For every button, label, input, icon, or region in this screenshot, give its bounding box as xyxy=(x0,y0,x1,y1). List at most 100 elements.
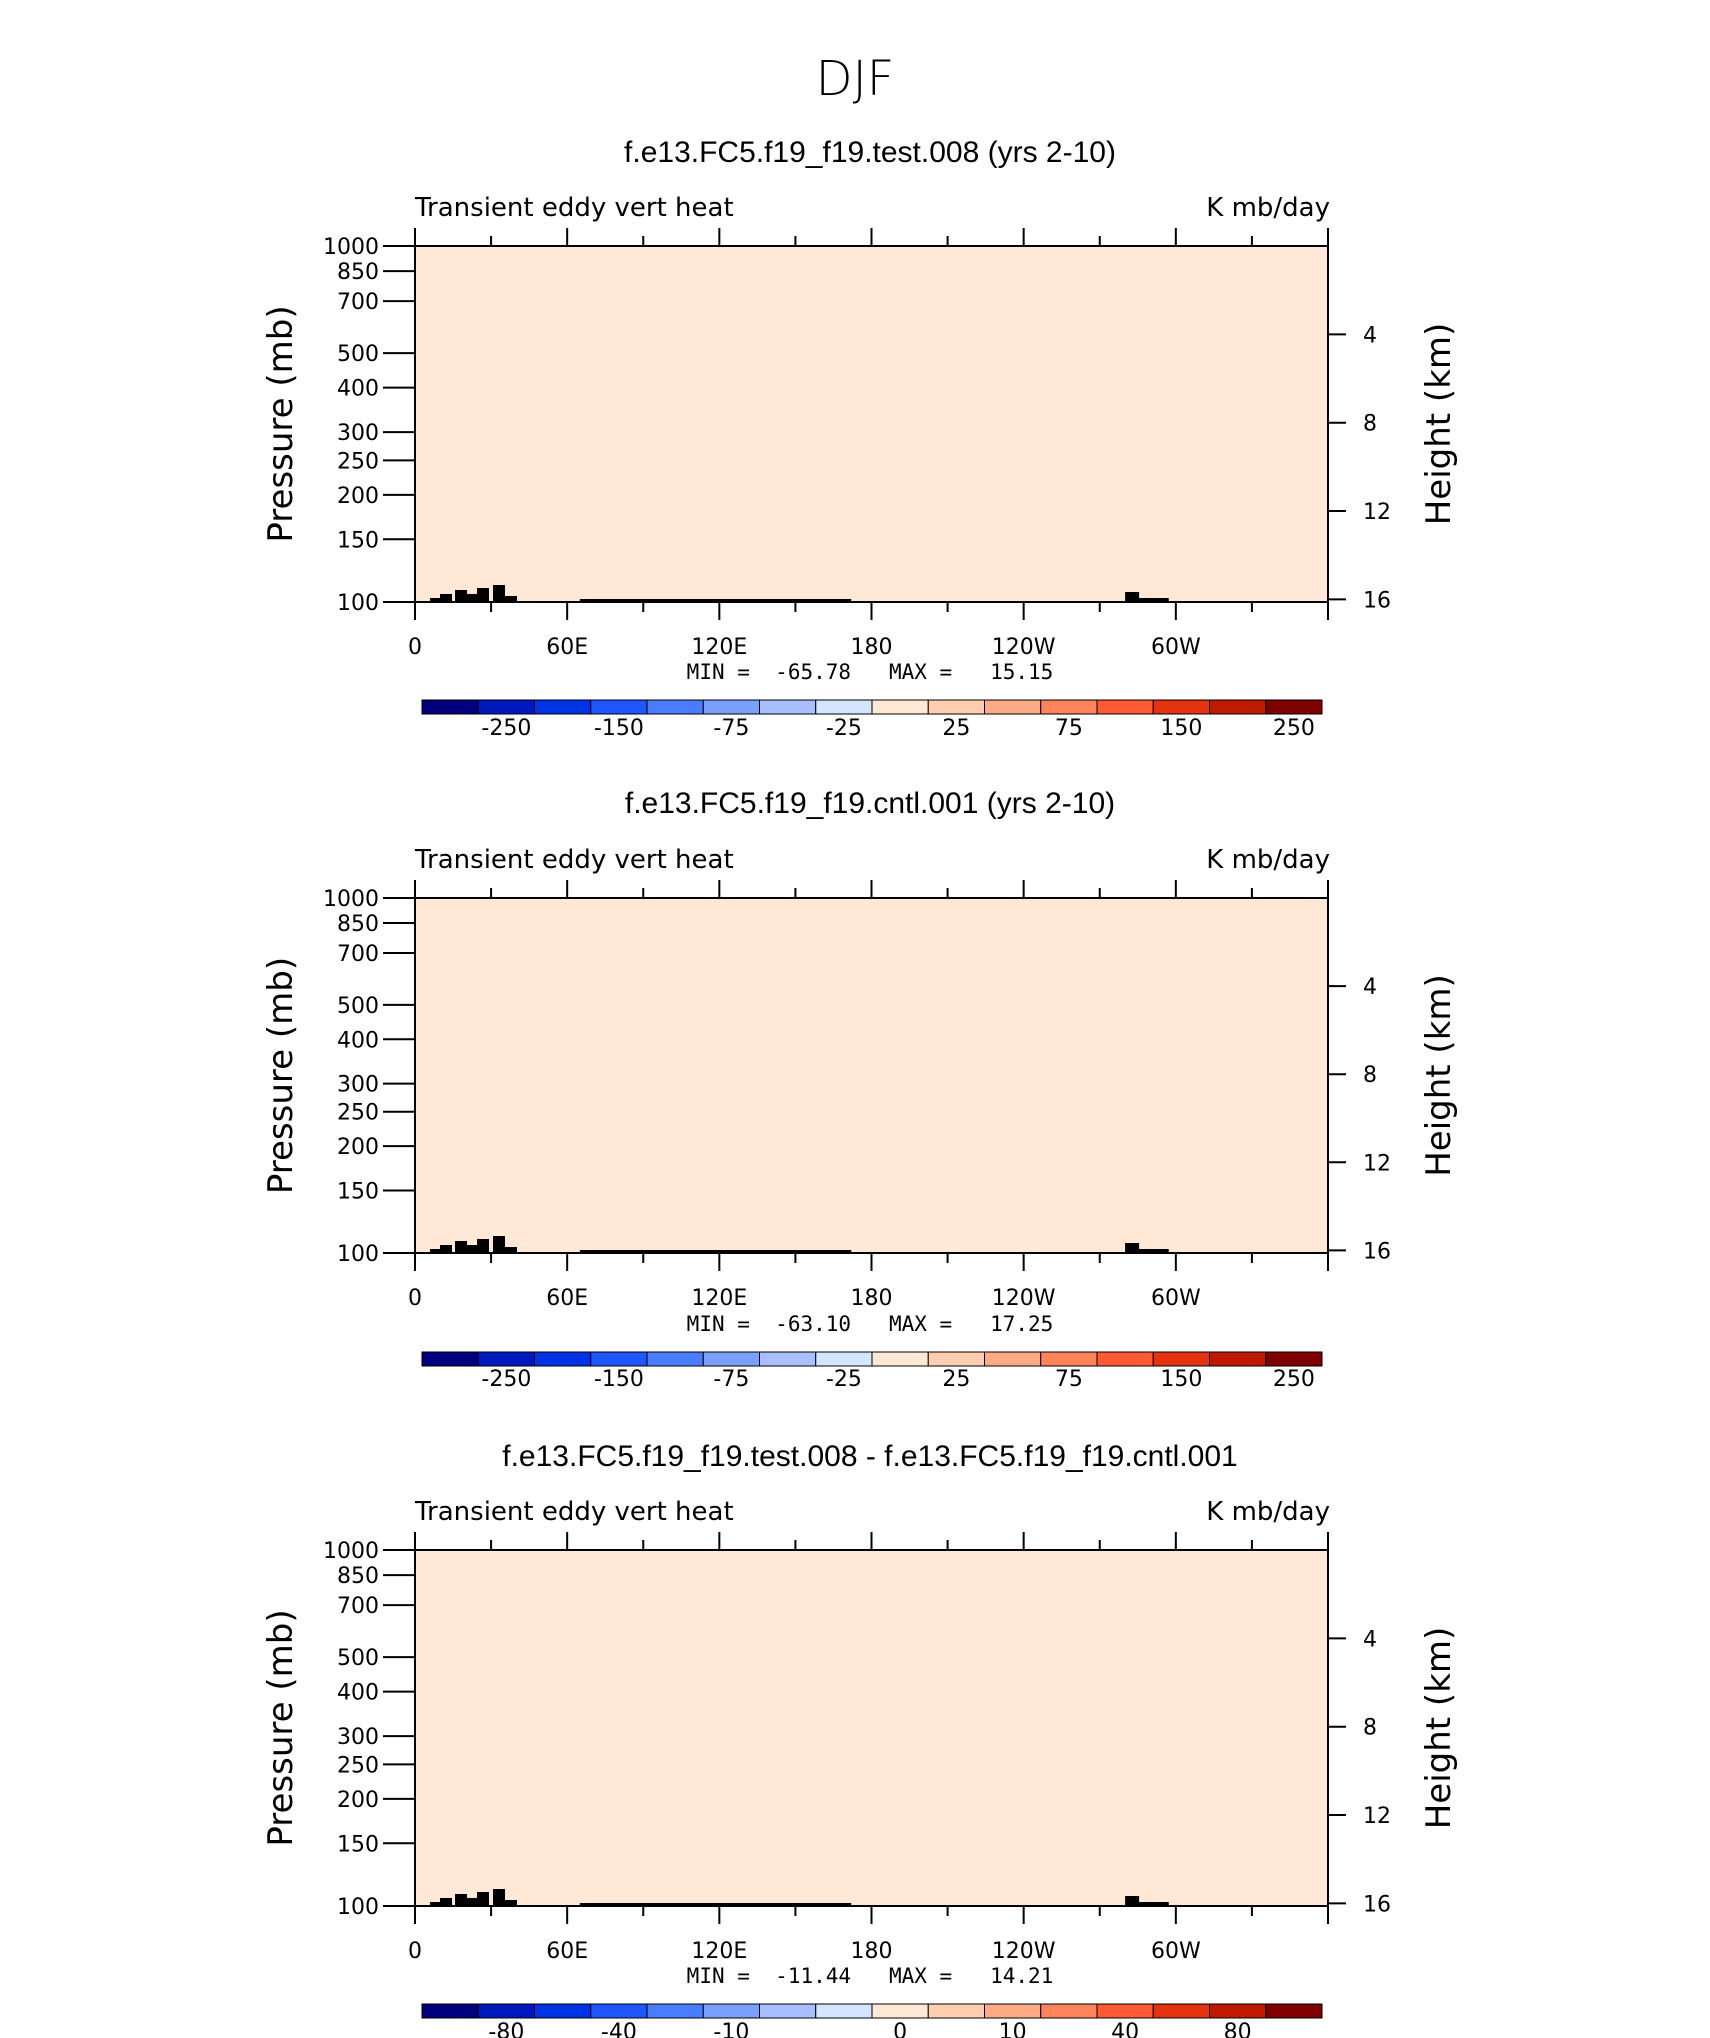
min-max-text: MIN = -65.78 MAX = 15.15 xyxy=(687,660,1054,684)
y-tick-label: 500 xyxy=(337,1646,379,1671)
topography xyxy=(430,1236,1169,1253)
x-tick-label: 60W xyxy=(1151,635,1201,660)
y-tick-label: 300 xyxy=(337,1073,379,1098)
y-tick-label: 250 xyxy=(337,1101,379,1126)
x-tick-label: 0 xyxy=(408,635,422,660)
y-tick-label: 850 xyxy=(337,260,379,285)
y2-tick-label: 16 xyxy=(1363,588,1391,613)
x-tick-label: 180 xyxy=(851,1939,893,1964)
x-tick-label: 60E xyxy=(546,1939,588,1964)
colorbar-label: 75 xyxy=(1055,1367,1083,1392)
panel-title: f.e13.FC5.f19_f19.cntl.001 (yrs 2-10) xyxy=(625,787,1115,820)
colorbar-swatch xyxy=(702,699,760,715)
y-tick-label: 200 xyxy=(337,484,379,509)
colorbar-label: 80 xyxy=(1224,2020,1252,2038)
units-label: K mb/day xyxy=(1206,1497,1330,1527)
colorbar-swatch xyxy=(815,1351,873,1367)
colorbar-swatch xyxy=(1040,1351,1098,1367)
variable-label: Transient eddy vert heat xyxy=(414,193,734,223)
y-tick-label: 700 xyxy=(337,290,379,315)
y-tick-label: 1000 xyxy=(323,887,379,912)
colorbar-swatch xyxy=(1152,1351,1210,1367)
land-bar xyxy=(477,588,489,602)
x-tick-label: 180 xyxy=(851,635,893,660)
land-bar xyxy=(455,1241,467,1253)
panel-test: f.e13.FC5.f19_f19.test.008 (yrs 2-10) Tr… xyxy=(261,136,1459,741)
colorbar-label: -80 xyxy=(488,2020,524,2038)
x-tick-label: 0 xyxy=(408,1286,422,1311)
land-bar xyxy=(430,1902,442,1906)
contour-field xyxy=(415,1550,1328,1906)
colorbar-swatch xyxy=(1096,2003,1154,2019)
colorbar-swatch xyxy=(871,1351,929,1367)
colorbar-swatch xyxy=(1265,699,1323,715)
land-bar xyxy=(467,1898,479,1906)
colorbar-swatch xyxy=(871,2003,929,2019)
variable-label: Transient eddy vert heat xyxy=(414,845,734,875)
y2-tick-label: 8 xyxy=(1363,1063,1377,1088)
colorbar-swatch xyxy=(984,1351,1042,1367)
land-bar xyxy=(1132,1902,1169,1906)
colorbar-swatch xyxy=(984,2003,1042,2019)
y-tick-label: 150 xyxy=(337,528,379,553)
land-bar xyxy=(1132,1249,1169,1253)
land-bar xyxy=(477,1239,489,1253)
x-tick-label: 180 xyxy=(851,1286,893,1311)
y2-tick-label: 4 xyxy=(1363,1627,1377,1652)
colorbar-swatch xyxy=(759,2003,817,2019)
topography xyxy=(430,585,1169,602)
colorbar-label: 250 xyxy=(1273,1367,1315,1392)
land-bar xyxy=(440,1245,452,1253)
colorbar-label: -25 xyxy=(826,1367,862,1392)
y-tick-label: 300 xyxy=(337,1725,379,1750)
panel-title: f.e13.FC5.f19_f19.test.008 (yrs 2-10) xyxy=(624,136,1116,169)
y-tick-label: 150 xyxy=(337,1832,379,1857)
land-bar xyxy=(440,594,452,602)
y-tick-label: 500 xyxy=(337,994,379,1019)
colorbar-label: 10 xyxy=(999,2020,1027,2038)
colorbar-swatch xyxy=(815,699,873,715)
colorbar-label: -150 xyxy=(594,1367,644,1392)
x-tick-label: 120E xyxy=(691,635,747,660)
colorbar-label: 150 xyxy=(1160,716,1202,741)
colorbar-label: 40 xyxy=(1111,2020,1139,2038)
colorbar-swatch xyxy=(421,1351,479,1367)
land-bar xyxy=(1125,1896,1140,1906)
colorbar-swatch xyxy=(759,1351,817,1367)
colorbar-swatch xyxy=(477,1351,535,1367)
y-axis-title: Pressure (mb) xyxy=(261,1609,301,1846)
panel-control: f.e13.FC5.f19_f19.cntl.001 (yrs 2-10) Tr… xyxy=(261,787,1459,1392)
y-tick-label: 850 xyxy=(337,1564,379,1589)
y2-tick-label: 16 xyxy=(1363,1892,1391,1917)
y-tick-label: 1000 xyxy=(323,1539,379,1564)
min-max-text: MIN = -63.10 MAX = 17.25 xyxy=(687,1312,1054,1336)
y-tick-label: 200 xyxy=(337,1135,379,1160)
colorbar-label: 0 xyxy=(893,2020,907,2038)
land-bar xyxy=(455,590,467,602)
colorbar-label: -40 xyxy=(601,2020,637,2038)
land-bar xyxy=(579,1903,852,1906)
y-axis-title: Pressure (mb) xyxy=(261,305,301,542)
variable-label: Transient eddy vert heat xyxy=(414,1497,734,1527)
colorbar-swatch xyxy=(1209,2003,1267,2019)
land-bar xyxy=(493,585,505,602)
colorbar-swatch xyxy=(927,2003,985,2019)
x-tick-label: 0 xyxy=(408,1939,422,1964)
colorbar-swatch xyxy=(871,699,929,715)
colorbar-label: 75 xyxy=(1055,716,1083,741)
land-bar xyxy=(455,1894,467,1906)
x-tick-label: 120E xyxy=(691,1939,747,1964)
y-tick-label: 500 xyxy=(337,342,379,367)
colorbar-label: 25 xyxy=(942,1367,970,1392)
colorbar-swatch xyxy=(702,2003,760,2019)
figure-title: DJF xyxy=(816,51,895,107)
min-max-text: MIN = -11.44 MAX = 14.21 xyxy=(687,1964,1054,1988)
y-tick-label: 850 xyxy=(337,912,379,937)
colorbar-label: -75 xyxy=(713,716,749,741)
colorbar-swatch xyxy=(759,699,817,715)
colorbar-swatch xyxy=(1152,699,1210,715)
land-bar xyxy=(579,1250,852,1253)
land-bar xyxy=(505,596,517,602)
y2-tick-label: 12 xyxy=(1363,1804,1391,1829)
